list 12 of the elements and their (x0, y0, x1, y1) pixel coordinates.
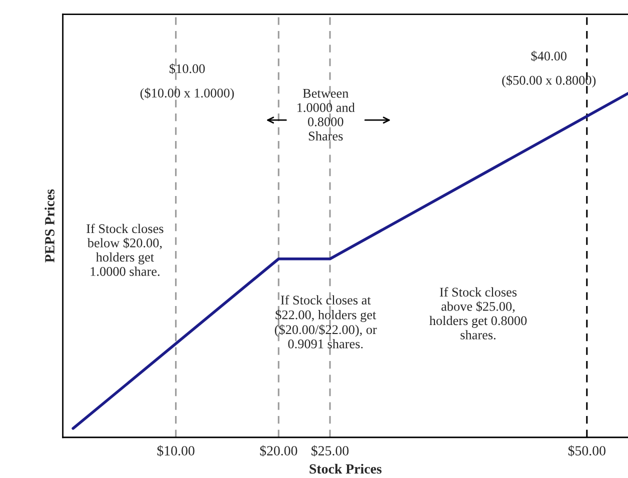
annotation: If Stock closes at $22.00, holders get ($20.00/$22.00), or 0.9091 shares. (274, 295, 377, 348)
x-axis-title: Stock Prices (310, 464, 382, 474)
x-tick-label: $25.00 (311, 445, 349, 456)
annotation: If Stock closes below $20.00, holders get 1.0000 share. (86, 224, 164, 276)
annotation: $10.00 ($10.00 x 1.0000) (140, 63, 234, 100)
annotation: If Stock closes above $25.00, holders get 0.8000 shares. (429, 287, 527, 340)
x-tick-label: $20.00 (260, 445, 298, 456)
y-axis-title: PEPS Prices (44, 189, 54, 262)
x-tick-label: $50.00 (568, 445, 606, 456)
x-tick-label: $10.00 (157, 445, 194, 456)
text: $40.00 ($50.00 x 0.8000) (502, 50, 596, 88)
annotation: Between 1.0000 and 0.8000 Shares (297, 89, 355, 141)
